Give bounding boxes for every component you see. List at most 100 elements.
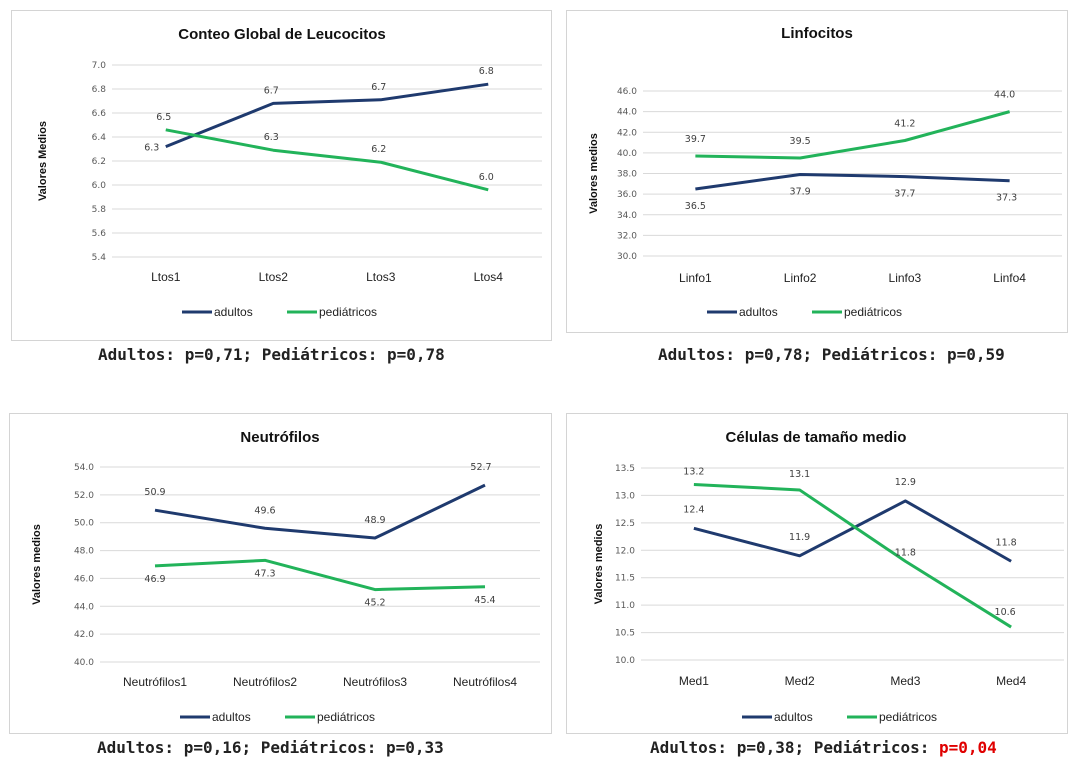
- x-tick-label: Med1: [679, 674, 709, 688]
- legend-label: pediátricos: [319, 305, 377, 319]
- data-label: 11.9: [789, 532, 810, 543]
- data-label: 49.6: [254, 505, 275, 516]
- y-axis-label: Valores medios: [31, 524, 43, 605]
- x-tick-label: Neutrófilos4: [453, 675, 517, 689]
- caption-adults: Adultos: p=0,38;: [650, 738, 805, 757]
- data-label: 37.7: [894, 189, 915, 200]
- x-tick-label: Ltos1: [151, 270, 181, 284]
- p-value-caption: Adultos: p=0,38; Pediátricos: p=0,04: [650, 738, 997, 757]
- data-label: 12.4: [683, 504, 704, 515]
- data-label: 47.3: [254, 568, 275, 579]
- data-label: 6.7: [264, 85, 279, 96]
- x-tick-label: Ltos2: [259, 270, 289, 284]
- data-label: 52.7: [470, 462, 491, 473]
- caption-pediatrics: Pediátricos: p=0,33: [260, 738, 444, 757]
- y-tick-label: 54.0: [74, 463, 94, 473]
- series-line-adultos: [165, 82, 489, 148]
- series-line-adultos: [693, 499, 1012, 563]
- x-tick-label: Linfo4: [993, 271, 1026, 285]
- legend-label: pediátricos: [317, 710, 375, 724]
- data-label: 11.8: [996, 537, 1017, 548]
- y-tick-label: 46.0: [617, 87, 637, 97]
- y-tick-label: 52.0: [74, 491, 94, 501]
- data-label: 10.6: [995, 607, 1016, 618]
- data-label: 37.9: [790, 187, 811, 198]
- y-tick-label: 5.4: [92, 253, 107, 263]
- caption-adults: Adultos: p=0,71;: [98, 345, 253, 364]
- p-value-caption: Adultos: p=0,16; Pediátricos: p=0,33: [97, 738, 444, 757]
- data-label: 45.4: [474, 595, 495, 606]
- chart-linfocitos: Linfocitos Valores medios 30.0 32.0 34.0 36.0…: [588, 25, 1062, 319]
- data-label: 6.0: [479, 172, 494, 183]
- y-tick-label: 36.0: [617, 190, 637, 200]
- y-tick-label: 11.5: [615, 574, 635, 584]
- legend-label: adultos: [739, 305, 778, 319]
- data-label: 6.2: [371, 144, 386, 155]
- caption-adults: Adultos: p=0,16;: [97, 738, 252, 757]
- p-value-caption: Adultos: p=0,78; Pediátricos: p=0,59: [658, 345, 1005, 364]
- series-line-pediatricos: [695, 110, 1011, 160]
- legend-label: adultos: [212, 710, 251, 724]
- data-label: 37.3: [996, 193, 1017, 204]
- y-tick-label: 6.8: [92, 85, 107, 95]
- y-tick-label: 38.0: [617, 170, 637, 180]
- y-tick-label: 7.0: [92, 61, 107, 71]
- caption-pediatrics: Pediátricos:: [813, 738, 930, 757]
- chart-title: Neutrófilos: [240, 429, 319, 446]
- data-label: 6.8: [479, 66, 494, 77]
- series-line-pediatricos: [165, 128, 489, 192]
- y-axis-label: Valores medios: [588, 133, 600, 214]
- data-label: 44.0: [994, 90, 1015, 101]
- y-tick-label: 44.0: [617, 108, 637, 118]
- data-label: 6.7: [371, 82, 386, 93]
- data-label: 11.8: [895, 547, 916, 558]
- data-label: 48.9: [364, 515, 385, 526]
- y-tick-label: 6.4: [92, 133, 107, 143]
- caption-pediatrics-significant: p=0,04: [939, 738, 997, 757]
- data-label: 41.2: [894, 119, 915, 130]
- x-tick-label: Med2: [785, 674, 815, 688]
- y-tick-label: 12.5: [615, 519, 635, 529]
- y-tick-label: 44.0: [74, 602, 94, 612]
- data-label: 46.9: [144, 574, 165, 585]
- series-line-pediatricos: [693, 482, 1012, 629]
- series-line-adultos: [154, 483, 486, 540]
- y-tick-label: 13.0: [615, 491, 635, 501]
- data-label: 36.5: [685, 201, 706, 212]
- y-tick-label: 34.0: [617, 211, 637, 221]
- x-tick-label: Neutrófilos2: [233, 675, 297, 689]
- caption-adults: Adultos: p=0,78;: [658, 345, 813, 364]
- data-label: 13.2: [683, 466, 704, 477]
- chart-celulas-medio: Células de tamaño medio Valores medios 10.…: [593, 429, 1064, 724]
- y-tick-label: 11.0: [615, 601, 635, 611]
- y-tick-label: 6.2: [92, 157, 106, 167]
- data-label: 6.5: [156, 112, 171, 123]
- caption-pediatrics: Pediátricos: p=0,78: [261, 345, 445, 364]
- y-tick-label: 30.0: [617, 252, 637, 262]
- y-tick-label: 12.0: [615, 546, 635, 556]
- y-tick-label: 42.0: [617, 128, 637, 138]
- chart-frame: Conteo Global de Leucocitos Valores Medio…: [11, 10, 552, 341]
- x-tick-label: Ltos4: [474, 270, 504, 284]
- data-label: 6.3: [144, 143, 159, 154]
- y-tick-label: 40.0: [617, 149, 637, 159]
- y-tick-label: 42.0: [74, 630, 94, 640]
- y-axis-label: Valores Medios: [37, 121, 49, 201]
- x-tick-label: Linfo2: [784, 271, 817, 285]
- y-tick-label: 40.0: [74, 658, 94, 668]
- x-tick-label: Linfo1: [679, 271, 712, 285]
- x-tick-label: Med3: [890, 674, 920, 688]
- y-tick-label: 6.0: [92, 181, 107, 191]
- chart-frame: Células de tamaño medio Valores medios 10.…: [566, 413, 1068, 734]
- y-tick-label: 10.0: [615, 656, 635, 666]
- caption-pediatrics: Pediátricos: p=0,59: [821, 345, 1005, 364]
- chart-title: Células de tamaño medio: [726, 429, 907, 446]
- data-label: 39.5: [790, 136, 811, 147]
- y-tick-label: 5.8: [92, 205, 107, 215]
- x-tick-label: Ltos3: [366, 270, 396, 284]
- y-tick-label: 13.5: [615, 464, 635, 474]
- y-axis-label: Valores medios: [593, 524, 605, 605]
- data-label: 39.7: [685, 134, 706, 145]
- p-value-caption: Adultos: p=0,71; Pediátricos: p=0,78: [98, 345, 445, 364]
- chart-leucocitos: Conteo Global de Leucocitos Valores Medio…: [37, 26, 542, 319]
